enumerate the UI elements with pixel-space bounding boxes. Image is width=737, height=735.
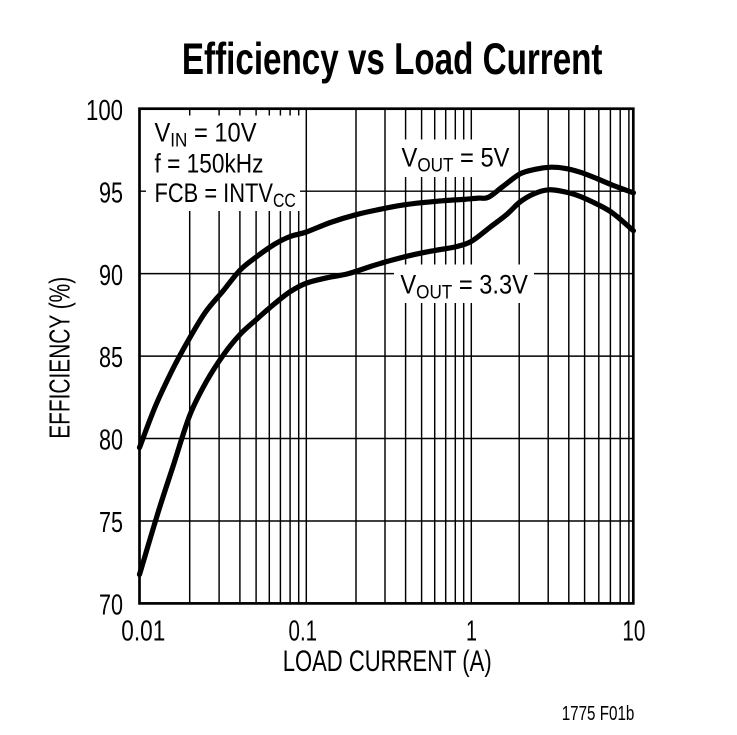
svg-text:10: 10 [622, 615, 645, 647]
svg-text:100: 100 [86, 95, 123, 127]
svg-text:f = 150kHz: f = 150kHz [155, 149, 264, 179]
svg-text:0.1: 0.1 [289, 615, 318, 647]
svg-text:0.01: 0.01 [121, 615, 165, 647]
svg-text:EFFICIENCY (%): EFFICIENCY (%) [44, 277, 76, 439]
svg-text:VIN = 10V: VIN = 10V [155, 118, 257, 152]
svg-text:90: 90 [99, 260, 123, 292]
svg-text:80: 80 [99, 425, 123, 457]
svg-text:Efficiency vs Load Current: Efficiency vs Load Current [182, 35, 603, 84]
svg-text:75: 75 [99, 507, 123, 539]
svg-text:1: 1 [466, 615, 477, 647]
svg-text:70: 70 [99, 590, 123, 622]
svg-text:95: 95 [99, 177, 123, 209]
svg-text:1775 F01b: 1775 F01b [562, 703, 635, 725]
svg-text:LOAD CURRENT (A): LOAD CURRENT (A) [283, 645, 492, 678]
svg-text:VOUT = 3.3V: VOUT = 3.3V [400, 269, 528, 303]
svg-text:FCB = INTVCC: FCB = INTVCC [155, 178, 296, 212]
svg-text:85: 85 [99, 342, 123, 374]
